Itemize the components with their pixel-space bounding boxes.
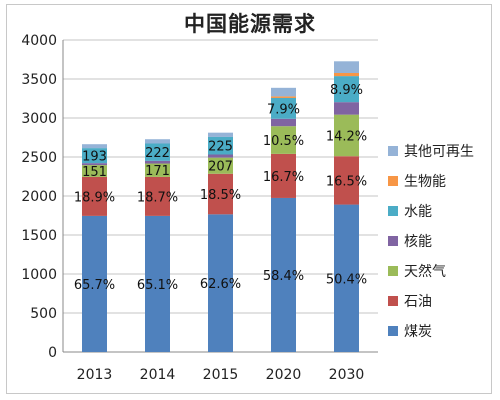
legend-label: 水能 — [404, 204, 432, 220]
x-tick-label: 2013 — [77, 367, 113, 383]
data-label: 16.7% — [263, 170, 304, 185]
legend-swatch — [388, 236, 398, 246]
bar-segment — [271, 97, 296, 119]
data-label: 65.7% — [74, 278, 115, 293]
y-tick-label: 1500 — [21, 228, 57, 244]
data-label: 193 — [82, 150, 107, 165]
data-label: 171 — [145, 164, 170, 179]
x-tick-label: 2020 — [266, 367, 302, 383]
y-tick-label: 2500 — [21, 150, 57, 166]
bar-segment — [271, 197, 296, 352]
y-tick-label: 0 — [48, 345, 57, 361]
data-label: 65.1% — [137, 278, 178, 293]
x-tick-label: 2030 — [329, 367, 365, 383]
y-tick-label: 1000 — [21, 267, 57, 283]
data-label: 18.5% — [200, 188, 241, 203]
data-label: 62.6% — [200, 277, 241, 292]
legend-label: 核能 — [404, 234, 432, 250]
legend-swatch — [388, 146, 398, 156]
data-label: 10.5% — [263, 134, 304, 149]
bar-segment — [145, 160, 170, 164]
bar-segment — [145, 163, 170, 177]
bar-segment — [208, 157, 233, 174]
chart-title: 中国能源需求 — [184, 12, 316, 36]
legend-label: 石油 — [404, 294, 432, 310]
bar-segment — [208, 136, 233, 155]
bar-segment — [208, 214, 233, 352]
data-label: 16.5% — [326, 174, 367, 189]
data-label: 8.9% — [330, 83, 363, 98]
bar-segment — [334, 102, 359, 115]
bar-segment — [82, 176, 107, 216]
data-label: 18.7% — [137, 190, 178, 205]
legend-swatch — [388, 266, 398, 276]
data-label: 207 — [208, 160, 233, 175]
data-label: 50.4% — [326, 272, 367, 287]
bar-segment — [145, 215, 170, 352]
legend-swatch — [388, 206, 398, 216]
bar-segment — [271, 126, 296, 154]
bar-segment — [82, 148, 107, 164]
data-label: 18.9% — [74, 190, 115, 205]
bar-segment — [334, 114, 359, 157]
legend-swatch — [388, 296, 398, 306]
bar-segment — [82, 165, 107, 177]
bar-segment — [145, 139, 170, 144]
data-label: 222 — [145, 146, 170, 161]
legend-swatch — [388, 326, 398, 336]
bar-segment — [145, 143, 170, 161]
bar-segment — [271, 118, 296, 127]
data-label: 225 — [208, 140, 233, 155]
legend-label: 其他可再生 — [404, 144, 474, 160]
x-tick-label: 2014 — [140, 367, 176, 383]
bar-segment — [145, 176, 170, 216]
bar-segment — [334, 156, 359, 205]
bar-segment — [82, 144, 107, 149]
bar-segment — [334, 76, 359, 103]
data-label: 14.2% — [326, 129, 367, 144]
y-tick-label: 2000 — [21, 189, 57, 205]
legend-label: 天然气 — [404, 263, 446, 280]
bar-segment — [208, 154, 233, 158]
bar-segment — [271, 96, 296, 98]
bar-segment — [208, 173, 233, 215]
bar-segment — [271, 153, 296, 198]
x-tick-label: 2015 — [203, 367, 239, 383]
bar-segment — [82, 163, 107, 166]
bar-segment — [334, 204, 359, 352]
y-tick-label: 3000 — [21, 111, 57, 127]
data-label: 58.4% — [263, 269, 304, 284]
bar-segment — [334, 61, 359, 73]
legend-swatch — [388, 176, 398, 186]
bar-segment — [82, 215, 107, 352]
data-label: 7.9% — [267, 102, 300, 117]
data-label: 151 — [82, 165, 107, 180]
y-tick-label: 4000 — [21, 33, 57, 49]
bar-segment — [208, 132, 233, 137]
legend-label: 生物能 — [404, 174, 446, 190]
bar-segment — [271, 87, 296, 97]
y-tick-label: 3500 — [21, 72, 57, 88]
bar-segment — [334, 72, 359, 77]
y-tick-label: 500 — [30, 306, 57, 322]
legend-label: 煤炭 — [404, 324, 432, 340]
